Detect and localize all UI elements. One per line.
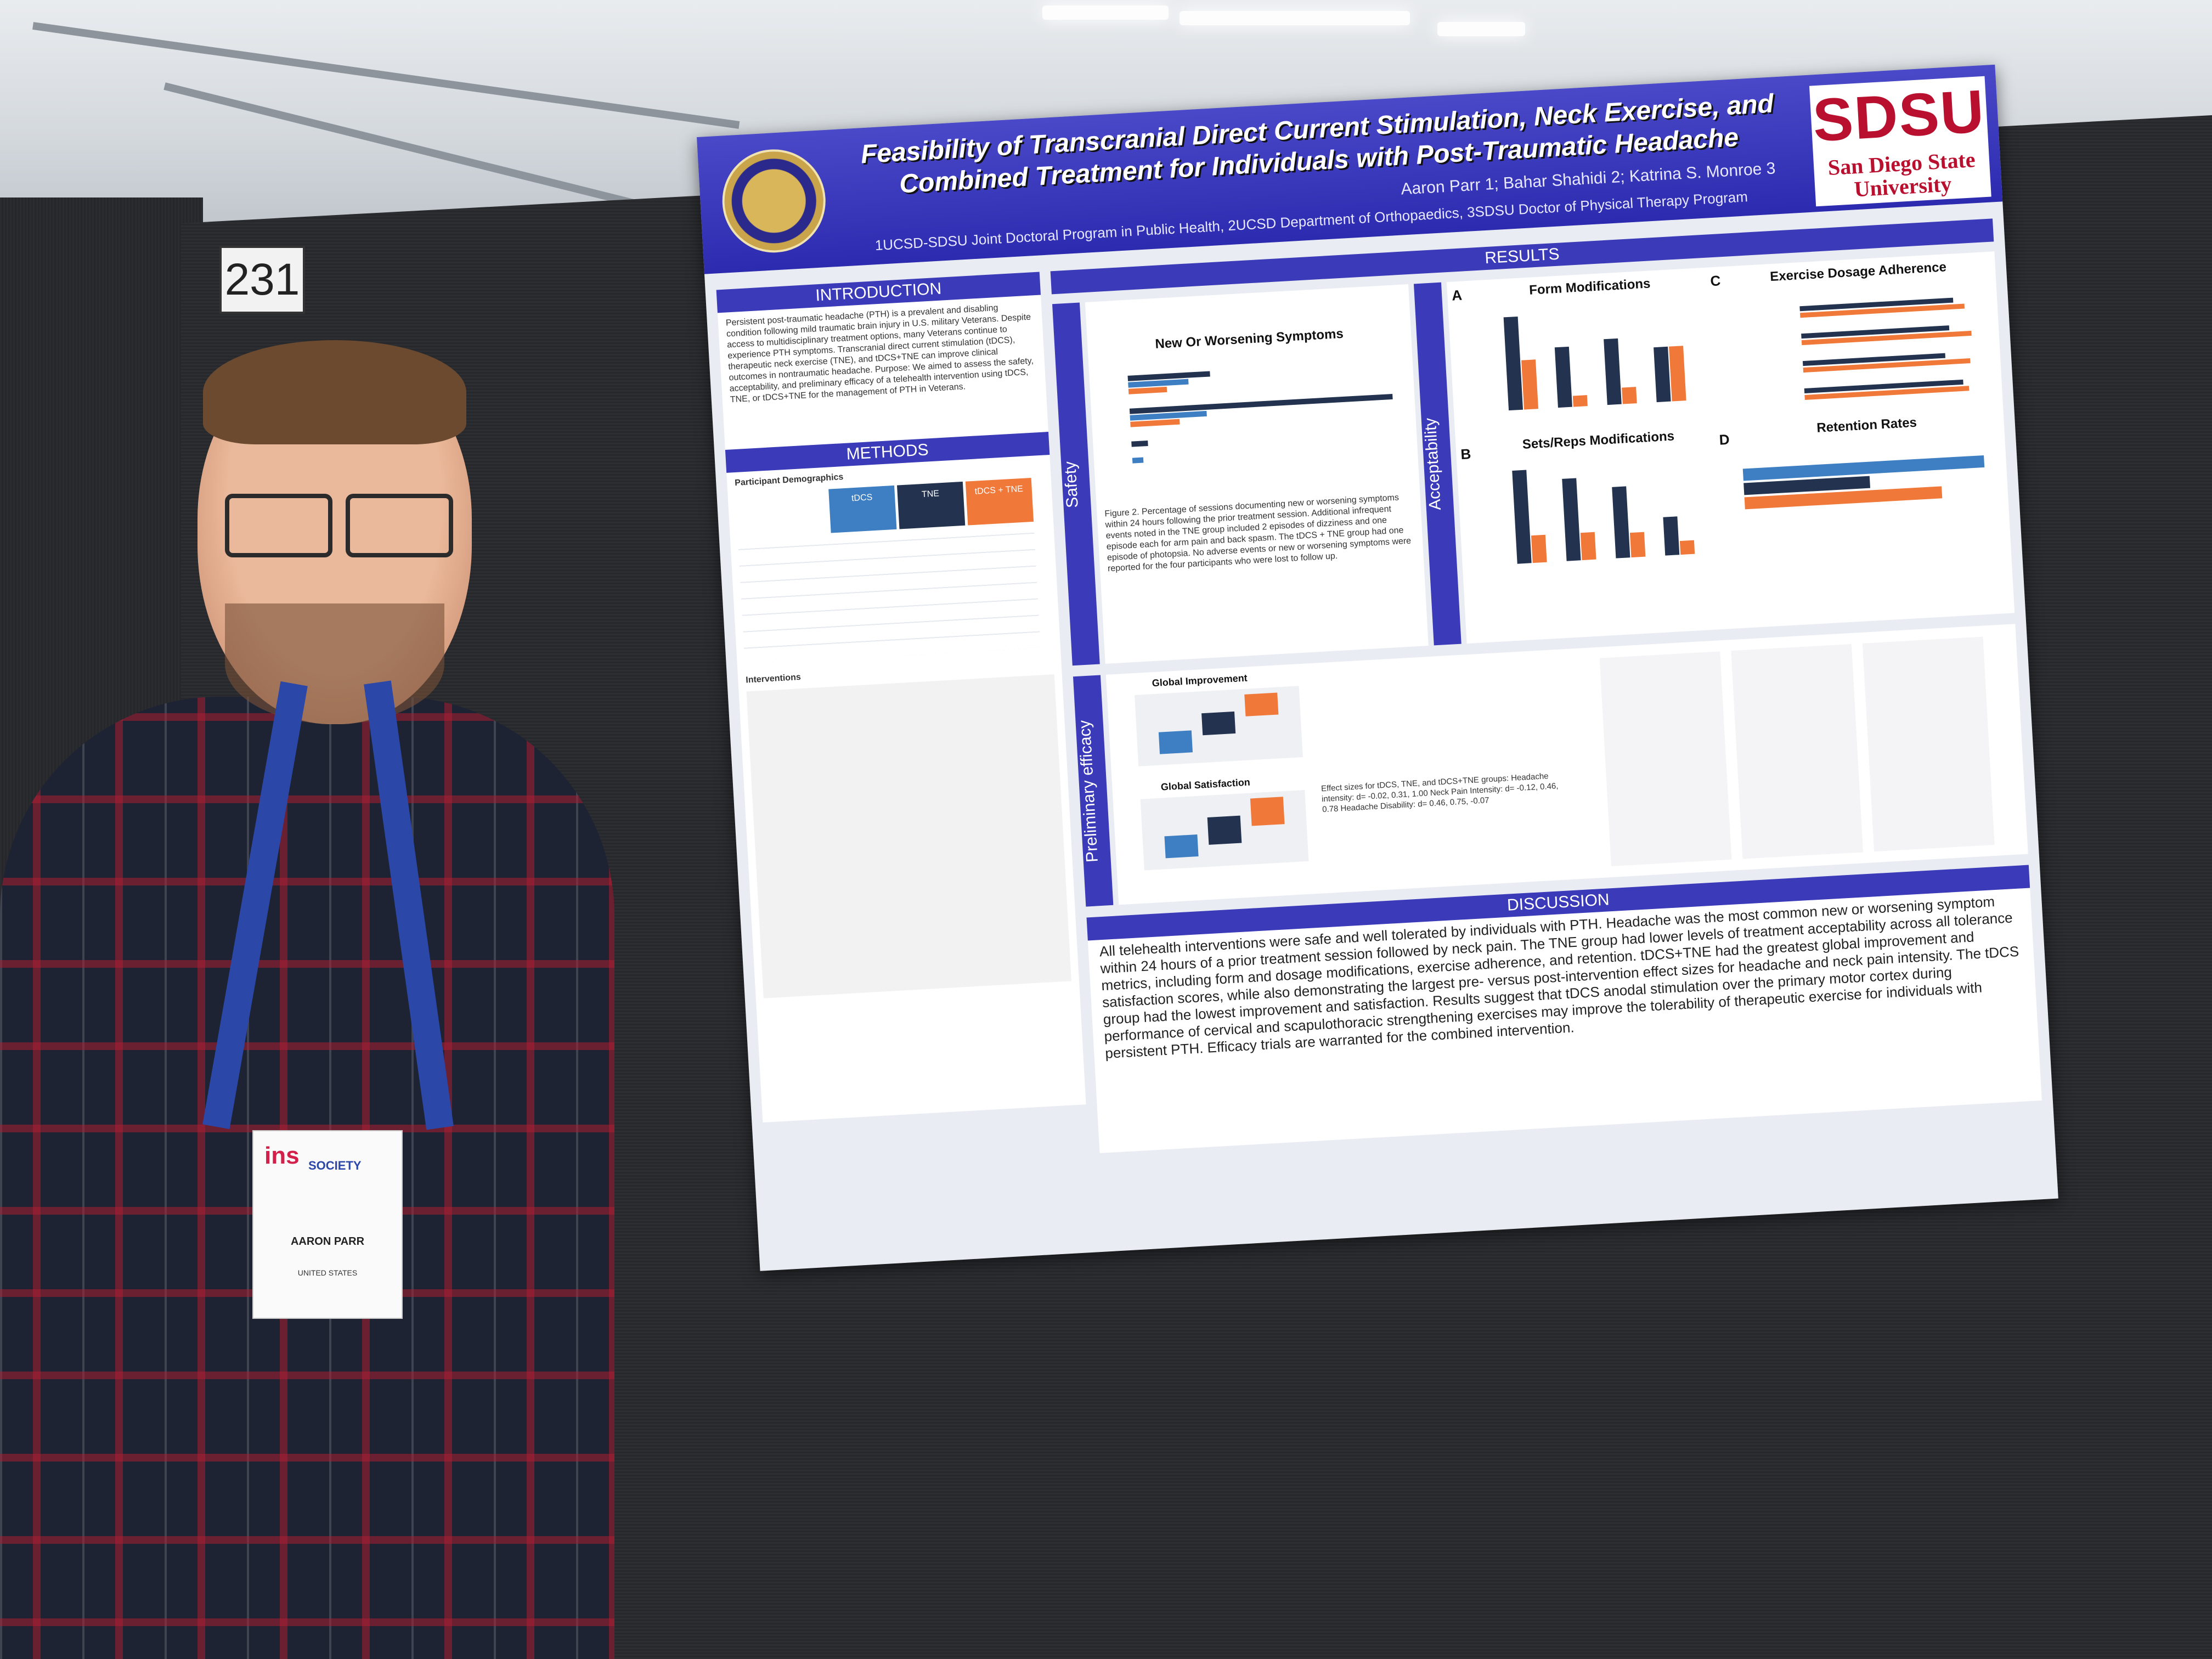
chart-bar bbox=[1521, 359, 1539, 410]
sets-reps-chart bbox=[1490, 454, 1714, 565]
sdsu-logo: SDSU bbox=[1811, 77, 1987, 155]
name-badge: ins SOCIETY AARON PARR UNITED STATES bbox=[252, 1130, 403, 1319]
chart-bar bbox=[1604, 338, 1622, 405]
chart-box bbox=[1244, 692, 1279, 716]
retention-rates-title: Retention Rates bbox=[1816, 415, 1917, 436]
badge-name: AARON PARR bbox=[290, 1235, 365, 1248]
safety-panel: New Or Worsening Symptoms Figure 2. Perc… bbox=[1085, 284, 1429, 664]
booth-number-sign: 231 bbox=[219, 246, 305, 314]
badge-org-logo: ins bbox=[264, 1142, 300, 1169]
ceiling-light bbox=[1437, 22, 1525, 36]
effect-sizes-text: Effect sizes for tDCS, TNE, and tDCS+TNE… bbox=[1321, 771, 1559, 815]
acceptability-panel: A Form Modifications C Exercise Dosage A… bbox=[1446, 251, 2015, 644]
ceiling-light bbox=[1180, 11, 1410, 25]
figure2-caption: Figure 2. Percentage of sessions documen… bbox=[1104, 493, 1412, 574]
form-modifications-chart bbox=[1481, 301, 1706, 411]
chart-bar bbox=[1580, 532, 1596, 561]
safety-chart-title: New Or Worsening Symptoms bbox=[1154, 326, 1344, 352]
chart-box bbox=[1201, 711, 1236, 736]
exercise-adherence-chart bbox=[1756, 290, 1992, 413]
chart-bar bbox=[1669, 346, 1686, 402]
left-column: INTRODUCTION Persistent post-traumatic h… bbox=[716, 272, 1086, 1123]
sdsu-university-name: San Diego State University bbox=[1827, 147, 1976, 202]
panel-letter-b: B bbox=[1460, 445, 1472, 463]
chart-bar bbox=[1531, 534, 1547, 563]
chart-box bbox=[1250, 797, 1285, 826]
table-header-tne: TNE bbox=[896, 481, 966, 529]
glasses-lens-left bbox=[225, 494, 332, 557]
panel-letter-c: C bbox=[1709, 272, 1722, 290]
efficacy-label: Preliminary efficacy bbox=[1073, 675, 1114, 907]
global-satisfaction-boxplot bbox=[1140, 789, 1309, 871]
table-header-combined: tDCS + TNE bbox=[965, 477, 1034, 526]
panel-letter-a: A bbox=[1451, 286, 1463, 304]
badge-society: SOCIETY bbox=[308, 1159, 362, 1172]
global-improvement-boxplot bbox=[1135, 686, 1303, 766]
chart-box bbox=[1164, 834, 1199, 859]
chart-bar bbox=[1128, 386, 1167, 394]
chart-bar bbox=[1629, 532, 1646, 558]
chart-bar bbox=[1679, 540, 1695, 555]
chart-bar bbox=[1129, 393, 1393, 414]
retention-rates-chart bbox=[1742, 449, 1999, 540]
person-beard bbox=[225, 603, 444, 724]
chart-bar bbox=[1612, 486, 1630, 558]
introduction-text: Persistent post-traumatic headache (PTH)… bbox=[725, 303, 1034, 405]
interventions-figure bbox=[746, 674, 1071, 998]
eyeglasses bbox=[225, 494, 455, 557]
chart-box bbox=[1207, 815, 1242, 845]
panel-letter-d: D bbox=[1718, 431, 1730, 448]
form-modifications-title: Form Modifications bbox=[1528, 276, 1651, 298]
table-body bbox=[738, 527, 1041, 664]
chart-box bbox=[1158, 730, 1193, 754]
chart-bar bbox=[1131, 440, 1148, 447]
safety-chart bbox=[1105, 350, 1402, 492]
chart-bar bbox=[1622, 387, 1637, 404]
discussion-panel: DISCUSSION All telehealth interventions … bbox=[1086, 865, 2042, 1153]
sdsu-logo-box: SDSU San Diego State University bbox=[1809, 76, 1991, 207]
chart-bar bbox=[1554, 346, 1572, 408]
table-header-tdcs: tDCS bbox=[828, 485, 897, 533]
ceiling-light bbox=[1042, 5, 1169, 20]
sets-reps-title: Sets/Reps Modifications bbox=[1522, 428, 1675, 452]
chart-bar bbox=[1663, 516, 1680, 556]
demographics-table: tDCS TNE tDCS + TNE bbox=[735, 477, 1053, 670]
glasses-lens-right bbox=[346, 494, 453, 557]
chart-bar bbox=[1562, 478, 1581, 561]
chart-bar bbox=[1132, 457, 1144, 464]
chart-bar bbox=[1512, 470, 1532, 564]
exercise-adherence-title: Exercise Dosage Adherence bbox=[1769, 259, 1947, 285]
chart-bar bbox=[1503, 316, 1523, 411]
badge-country: UNITED STATES bbox=[297, 1268, 358, 1277]
chart-bar bbox=[1572, 395, 1588, 407]
line-plots-grid bbox=[1599, 636, 2006, 867]
efficacy-panel: Global Improvement Global Satisfaction E… bbox=[1105, 624, 2028, 905]
person-hair bbox=[203, 340, 466, 444]
chart-bar bbox=[1654, 346, 1671, 403]
research-poster: Feasibility of Transcranial Direct Curre… bbox=[697, 64, 2058, 1271]
